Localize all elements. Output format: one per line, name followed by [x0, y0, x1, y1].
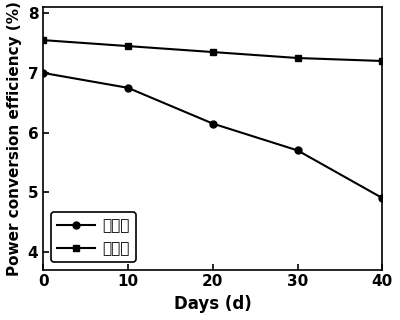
Legend: 交联前, 交联后: 交联前, 交联后 — [51, 212, 136, 262]
交联后 — [126, 44, 130, 48]
交联前 — [380, 196, 385, 200]
交联前 — [295, 148, 300, 152]
交联后 — [210, 50, 215, 54]
交联前 — [210, 122, 215, 125]
交联前 — [41, 71, 46, 75]
Line: 交联前: 交联前 — [40, 69, 386, 202]
交联后 — [41, 38, 46, 42]
交联后 — [295, 56, 300, 60]
X-axis label: Days (d): Days (d) — [174, 295, 252, 313]
交联后 — [380, 59, 385, 63]
交联前 — [126, 86, 130, 90]
Line: 交联后: 交联后 — [40, 37, 386, 64]
Y-axis label: Power conversion efficiency (%): Power conversion efficiency (%) — [7, 1, 22, 276]
